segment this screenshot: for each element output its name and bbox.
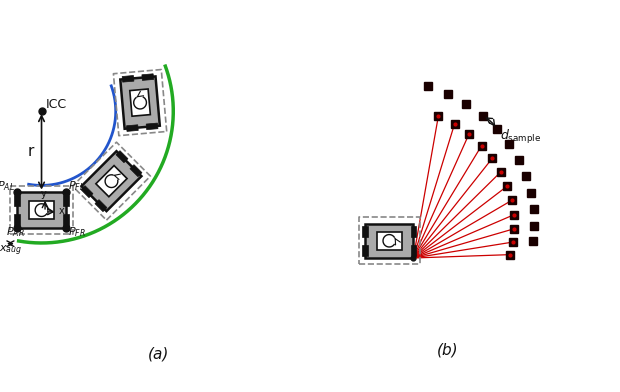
Polygon shape [81, 151, 141, 211]
Polygon shape [95, 200, 107, 212]
Polygon shape [81, 186, 93, 198]
Polygon shape [130, 89, 150, 116]
Text: $x_{aug}$: $x_{aug}$ [0, 244, 22, 258]
Text: $d_{\mathsf{sample}}$: $d_{\mathsf{sample}}$ [500, 128, 541, 146]
Polygon shape [14, 214, 20, 226]
Polygon shape [96, 165, 127, 197]
Text: $P_{FL}$: $P_{FL}$ [68, 180, 85, 193]
Polygon shape [410, 245, 416, 256]
Polygon shape [120, 76, 160, 129]
Text: $P_{AL}$: $P_{AL}$ [0, 180, 15, 193]
Text: (b): (b) [437, 343, 459, 358]
Polygon shape [14, 194, 20, 206]
Polygon shape [142, 74, 154, 80]
Polygon shape [116, 151, 128, 163]
Polygon shape [362, 226, 368, 237]
Polygon shape [377, 232, 402, 250]
Polygon shape [63, 214, 69, 226]
Polygon shape [146, 123, 158, 130]
Text: r: r [28, 144, 34, 159]
Polygon shape [29, 201, 55, 219]
Text: (a): (a) [148, 347, 169, 361]
Text: $P_{AR}$: $P_{AR}$ [6, 225, 24, 240]
Polygon shape [126, 125, 138, 131]
Text: ICC: ICC [46, 98, 67, 111]
Polygon shape [130, 165, 142, 177]
Text: y: y [41, 189, 46, 199]
Polygon shape [365, 223, 414, 258]
Polygon shape [410, 226, 416, 237]
Polygon shape [17, 192, 66, 228]
Polygon shape [362, 245, 368, 256]
Text: x: x [59, 206, 65, 216]
Polygon shape [122, 76, 134, 82]
Polygon shape [63, 194, 69, 206]
Text: $P_{FR}$: $P_{FR}$ [68, 225, 86, 240]
